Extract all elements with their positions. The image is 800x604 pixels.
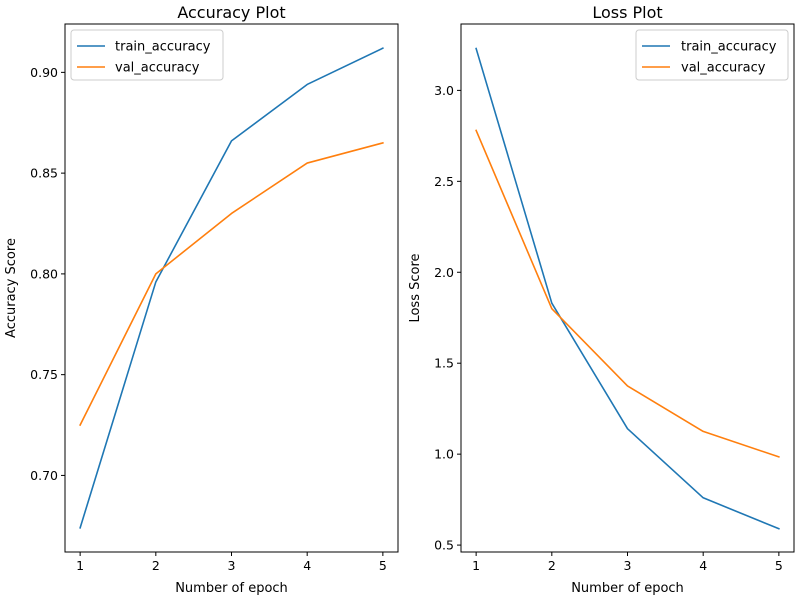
accuracy-chart: Accuracy Plot Number of epoch Accuracy S… [4,3,399,596]
accuracy-legend-box [70,29,224,81]
accuracy-y-axis-label: Accuracy Score [4,238,19,338]
accuracy-legend: train_accuracy val_accuracy [70,29,224,81]
loss-x-tick-label: 1 [472,558,480,573]
loss-plot-area [460,23,795,553]
loss-legend: train_accuracy val_accuracy [635,29,789,81]
accuracy-y-tick-label: 0.85 [30,166,58,181]
loss-series-line-train [475,47,780,530]
loss-y-tick-label: 1.5 [434,356,454,371]
accuracy-y-tick-label: 0.90 [30,65,58,80]
loss-series-lines [475,47,780,530]
loss-x-tick-label: 2 [548,558,556,573]
accuracy-series-lines [79,47,384,529]
loss-legend-box [635,29,789,81]
accuracy-x-tick-label: 2 [152,558,160,573]
accuracy-y-ticks: 0.70 0.75 0.80 0.85 0.90 [30,65,65,483]
accuracy-series-line-train [79,47,384,529]
accuracy-series-line-val [79,141,384,427]
loss-y-ticks: 0.5 1.0 1.5 2.0 2.5 3.0 [434,83,461,553]
accuracy-x-tick-label: 4 [303,558,311,573]
loss-y-tick-label: 3.0 [434,83,454,98]
accuracy-x-tick-label: 3 [228,558,236,573]
loss-series-line-val [475,129,780,458]
loss-legend-label-train: train_accuracy [681,40,777,55]
accuracy-legend-label-train: train_accuracy [115,40,211,55]
accuracy-y-tick-label: 0.75 [30,367,58,382]
loss-y-tick-label: 2.5 [434,174,454,189]
accuracy-x-tick-label: 1 [76,558,84,573]
accuracy-plot-area [64,23,399,553]
loss-x-axis-label: Number of epoch [571,581,684,596]
loss-legend-label-val: val_accuracy [681,61,766,76]
accuracy-x-ticks: 1 2 3 4 5 [76,552,387,573]
loss-y-tick-label: 2.0 [434,265,454,280]
loss-x-ticks: 1 2 3 4 5 [472,552,783,573]
loss-chart: Loss Plot Number of epoch Loss Score 1 2 3… [408,3,795,596]
loss-chart-title: Loss Plot [592,3,662,22]
accuracy-x-axis-label: Number of epoch [175,581,288,596]
accuracy-y-tick-label: 0.80 [30,266,58,281]
accuracy-chart-title: Accuracy Plot [177,3,285,22]
accuracy-legend-label-val: val_accuracy [115,61,200,76]
loss-x-tick-label: 5 [775,558,783,573]
loss-y-tick-label: 0.5 [434,538,454,553]
accuracy-x-tick-label: 5 [379,558,387,573]
loss-x-tick-label: 4 [699,558,707,573]
loss-y-axis-label: Loss Score [408,253,423,322]
accuracy-y-tick-label: 0.70 [30,468,58,483]
loss-x-tick-label: 3 [624,558,632,573]
loss-y-tick-label: 1.0 [434,447,454,462]
